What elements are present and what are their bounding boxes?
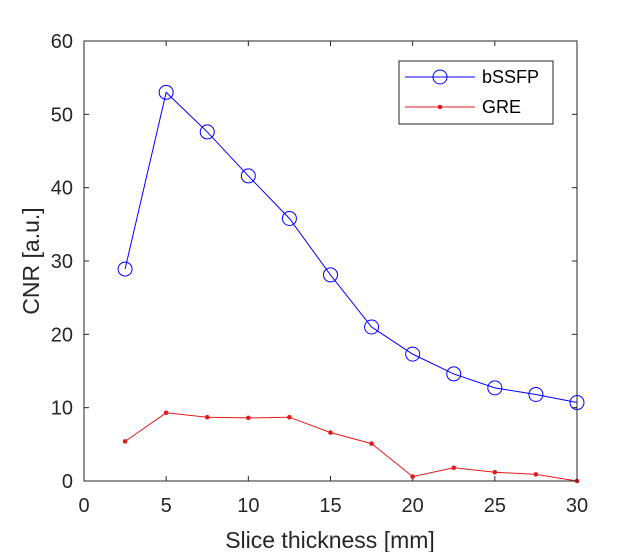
data-point-gre-1 <box>163 410 169 416</box>
legend-item-gre: GRE <box>405 97 521 117</box>
data-point-bssfp-2 <box>199 124 215 140</box>
data-point-gre-8 <box>451 465 457 471</box>
y-tick-label-0: 0 <box>62 471 73 493</box>
axis-tick-labels: 0 5 10 15 20 25 30 0 10 20 30 40 50 60 <box>51 31 588 517</box>
legend-marker-gre <box>437 104 443 110</box>
data-point-gre-3 <box>246 415 251 421</box>
data-point-bssfp-3 <box>240 168 256 184</box>
data-point-gre-6 <box>369 441 374 446</box>
data-point-bssfp-0 <box>117 261 133 277</box>
data-point-gre-4 <box>287 414 292 420</box>
data-point-bssfp-9 <box>487 380 503 396</box>
x-tick-label-3: 15 <box>319 495 341 517</box>
y-tick-label-2: 20 <box>51 324 73 346</box>
data-point-bssfp-4 <box>281 210 297 226</box>
series-line-gre <box>124 412 578 482</box>
y-tick-label-3: 30 <box>51 251 73 273</box>
legend-label-gre: GRE <box>482 97 521 117</box>
y-tick-label-4: 40 <box>51 178 73 200</box>
data-point-bssfp-7 <box>405 346 421 362</box>
x-axis-label: Slice thickness [mm] <box>225 527 435 552</box>
data-point-gre-5 <box>328 430 333 435</box>
y-axis-label: CNR [a.u.] <box>18 207 44 314</box>
x-tick-label-6: 30 <box>566 495 588 517</box>
series-bssfp <box>117 84 585 411</box>
data-point-gre-2 <box>204 414 210 420</box>
data-point-bssfp-6 <box>364 319 380 335</box>
data-point-gre-10 <box>533 472 539 477</box>
x-tick-label-0: 0 <box>78 495 89 517</box>
data-point-bssfp-10 <box>528 386 544 402</box>
data-point-gre-7 <box>410 474 415 479</box>
data-point-bssfp-8 <box>446 366 462 382</box>
x-tick-label-4: 20 <box>402 495 424 517</box>
legend-box <box>398 60 554 125</box>
x-tick-label-5: 25 <box>484 495 506 517</box>
series-layer <box>117 84 585 484</box>
legend-label-bssfp: bSSFP <box>482 67 539 87</box>
legend: bSSFP GRE <box>398 60 554 125</box>
data-point-gre-9 <box>492 469 498 475</box>
data-point-bssfp-1 <box>158 84 174 100</box>
data-point-bssfp-5 <box>323 267 338 283</box>
data-point-gre-0 <box>122 439 128 444</box>
x-tick-label-2: 10 <box>237 495 259 517</box>
plot-frame <box>83 40 578 482</box>
series-gre <box>122 410 580 484</box>
y-tick-label-6: 60 <box>51 31 73 53</box>
x-tick-label-1: 5 <box>161 495 172 517</box>
y-tick-label-1: 10 <box>51 398 73 420</box>
y-tick-label-5: 50 <box>51 104 73 126</box>
legend-item-bssfp: bSSFP <box>405 67 539 87</box>
legend-marker-bssfp <box>432 69 448 85</box>
